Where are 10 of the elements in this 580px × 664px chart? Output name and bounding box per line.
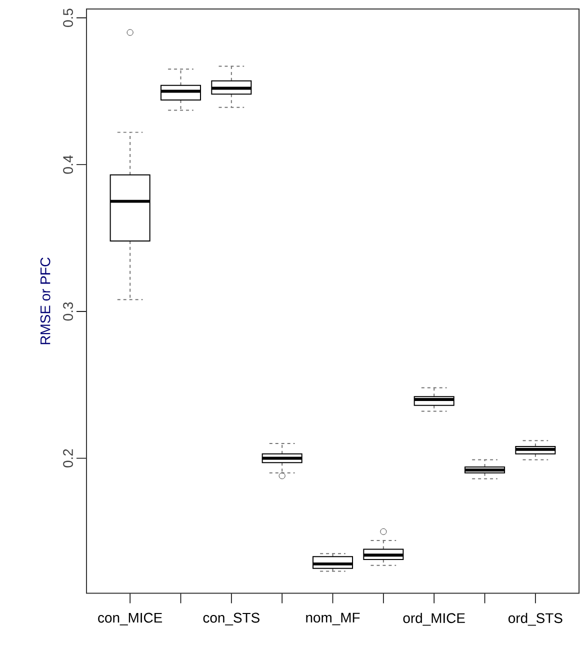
x-tick-label: nom_MF	[306, 612, 360, 626]
x-tick-label: con_STS	[203, 612, 260, 626]
y-tick-label: 0.5	[63, 8, 73, 27]
y-tick-label: 0.3	[63, 302, 73, 321]
y-tick-label: 0.4	[63, 155, 73, 174]
x-tick-label: ord_STS	[508, 612, 562, 626]
y-axis-title: RMSE or PFC	[40, 258, 50, 344]
x-tick-label: con_MICE	[98, 612, 162, 626]
y-tick-label: 0.2	[63, 449, 73, 468]
x-tick-label: ord_MICE	[403, 612, 465, 626]
